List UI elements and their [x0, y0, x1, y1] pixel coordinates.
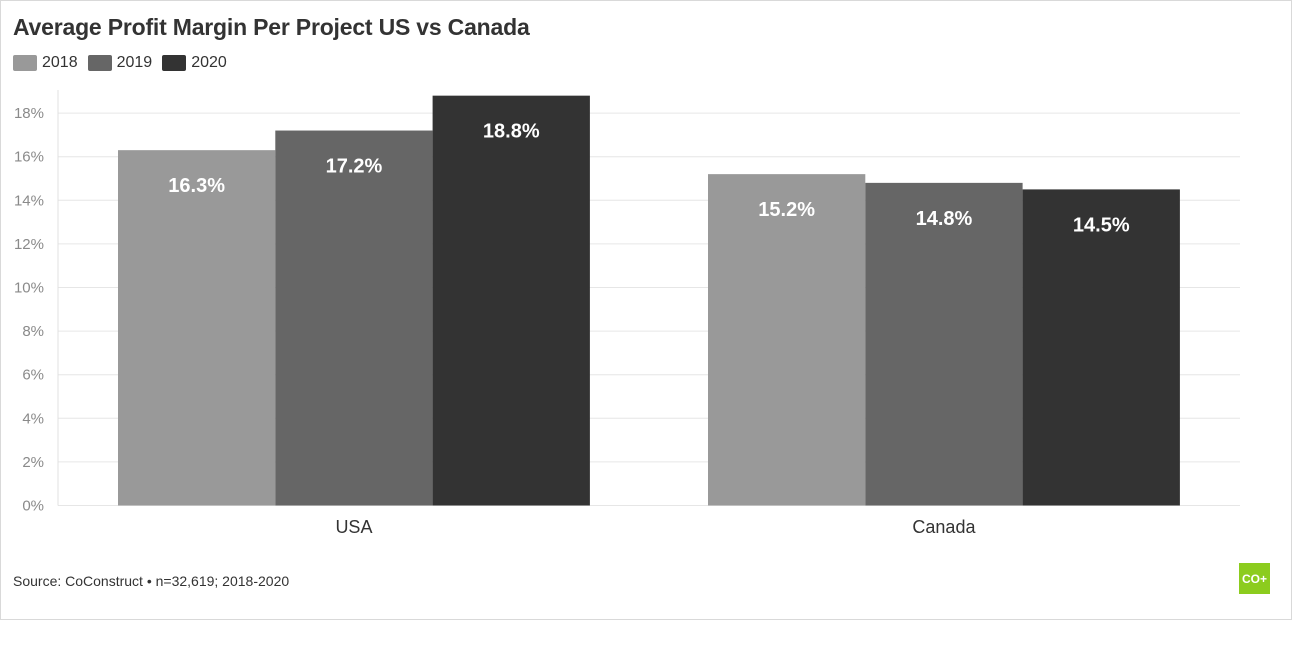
data-label-usa-2019: 17.2%	[326, 156, 383, 178]
y-tick-label: 6%	[22, 367, 44, 384]
bar-chart: 0% 2% 4% 6% 8% 10% 12% 14% 16% 18% 16.3% 17.2% 18.8%…	[14, 90, 1240, 537]
bar-canada-2018	[708, 174, 866, 506]
y-tick-label: 18%	[14, 105, 44, 122]
legend-item-2019[interactable]: 2019	[87, 54, 153, 72]
legend-label-2018: 2018	[42, 54, 78, 71]
data-label-canada-2018: 15.2%	[758, 199, 815, 221]
legend-label-2020: 2020	[191, 54, 227, 71]
y-tick-label: 14%	[14, 192, 44, 209]
x-category-label: Canada	[912, 517, 976, 537]
legend-label-2019: 2019	[116, 54, 153, 71]
legend-swatch-2020	[162, 55, 187, 71]
legend-item-2020[interactable]: 2020	[162, 54, 227, 72]
data-label-canada-2019: 14.8%	[916, 208, 973, 230]
y-tick-label: 2%	[22, 454, 44, 471]
bar-usa-2020	[432, 95, 590, 506]
data-label-usa-2020: 18.8%	[483, 121, 540, 143]
bar-canada-2019	[865, 182, 1023, 506]
legend-item-2018[interactable]: 2018	[13, 54, 78, 72]
data-label-usa-2018: 16.3%	[168, 175, 225, 197]
y-tick-label: 12%	[14, 236, 44, 253]
y-tick-label: 0%	[22, 498, 44, 515]
bar-canada-2020	[1022, 189, 1180, 506]
legend-swatch-2019	[87, 55, 112, 71]
legend-swatch-2018	[13, 55, 37, 71]
source-note: Source: CoConstruct • n=32,619; 2018-202…	[13, 573, 290, 589]
bar-usa-2018	[118, 150, 276, 506]
legend: 2018 2019 2020	[13, 54, 237, 72]
bar-usa-2019	[275, 130, 433, 506]
y-tick-label: 4%	[22, 410, 44, 427]
y-tick-label: 16%	[14, 149, 44, 166]
x-category-label: USA	[335, 517, 372, 537]
y-tick-label: 10%	[14, 280, 44, 297]
coconstruct-logo: CO+	[1239, 563, 1270, 594]
chart-title: Average Profit Margin Per Project US vs …	[13, 14, 530, 40]
y-tick-label: 8%	[22, 323, 44, 340]
data-label-canada-2020: 14.5%	[1073, 214, 1130, 236]
